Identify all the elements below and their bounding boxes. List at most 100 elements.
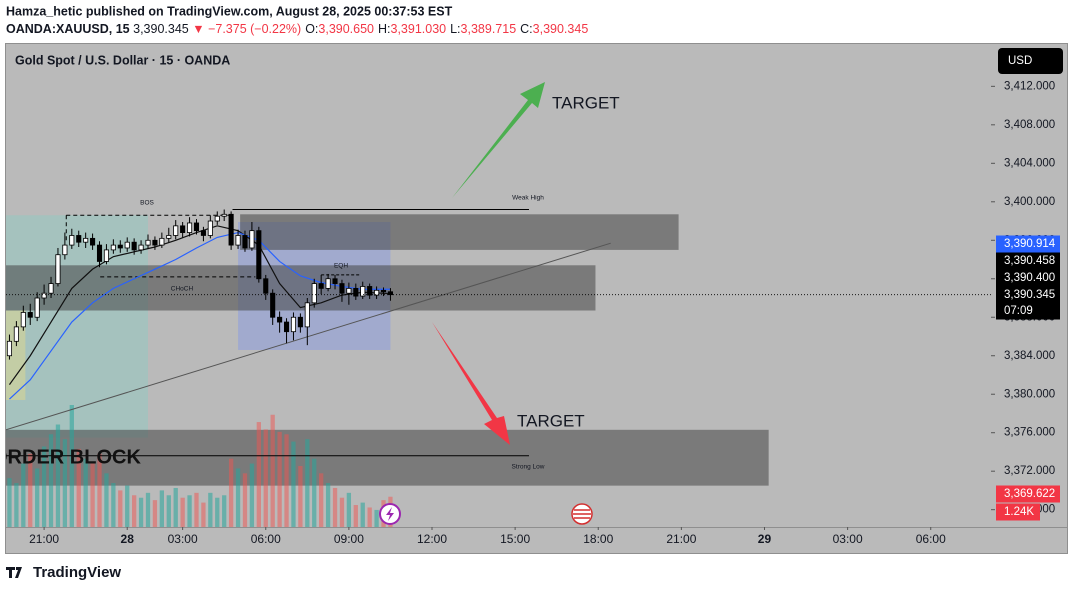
candle-body (159, 237, 165, 246)
candle-body (76, 235, 82, 243)
candle-body (283, 321, 290, 333)
volume-bar (125, 485, 130, 527)
candle-body (277, 316, 283, 323)
x-tick-label: 21:00 (29, 532, 59, 546)
change: ▼ −7.375 (−0.22%) (192, 22, 301, 36)
candle-body (110, 244, 116, 251)
candle-body (124, 241, 130, 249)
volume-bar (222, 495, 227, 527)
candle-body (304, 302, 310, 328)
x-tick-label: 18:00 (583, 532, 613, 546)
logo: TradingView (6, 564, 121, 581)
y-tick-label: 3,404.000 (1004, 157, 1055, 169)
zone (6, 265, 596, 311)
volume-bar (41, 446, 47, 527)
candle-body (187, 222, 193, 233)
x-tick-label: 15:00 (500, 532, 530, 546)
publisher: Hamza_hetic published on TradingView.com… (6, 4, 453, 18)
symbol-line: OANDA:XAUUSD, 15 3,390.345 ▼ −7.375 (−0.… (6, 22, 588, 36)
volume-bar (166, 495, 171, 527)
y-tick-label: 3,376.000 (1004, 427, 1055, 439)
volume-bar (7, 478, 12, 527)
candle-body (360, 286, 366, 297)
candle-body (346, 287, 352, 294)
volume-bar (215, 497, 220, 527)
ohlc-key: L: (450, 22, 460, 36)
zone (240, 214, 679, 250)
currency-button[interactable] (998, 48, 1063, 74)
candle-body (311, 283, 317, 304)
volume-bar (263, 429, 268, 527)
volume-bar (208, 492, 213, 527)
price-label-box (996, 269, 1060, 287)
candle-body (103, 249, 109, 262)
arrow-down (432, 322, 510, 445)
price-axis: 3,368.0003,372.0003,376.0003,380.0003,38… (29, 80, 1060, 546)
price-label-box (996, 235, 1060, 253)
volume-bar (138, 497, 144, 527)
x-tick-label: 28 (121, 532, 135, 546)
volume-bar (159, 490, 165, 527)
countdown-box (996, 302, 1060, 320)
candle-body (145, 239, 151, 246)
candle-body (263, 278, 269, 294)
x-tick-label: 21:00 (666, 532, 696, 546)
volume-label-box (996, 503, 1040, 521)
volume-bar (374, 509, 379, 527)
candle-body (48, 283, 54, 294)
x-tick-label: 06:00 (251, 532, 281, 546)
y-tick-label: 3,412.000 (1004, 80, 1055, 92)
volume-bar (180, 497, 185, 527)
candle-body (180, 225, 186, 233)
volume-bar (131, 495, 137, 527)
volume-bar (83, 458, 88, 527)
candle-body (339, 283, 345, 294)
ohlc-key: H: (378, 22, 391, 36)
volume-bar (332, 487, 338, 527)
volume-bar (90, 463, 95, 527)
flag-stripes (573, 509, 591, 519)
volume-bar (104, 473, 109, 527)
candle-body (214, 215, 220, 222)
logo-mark (6, 567, 22, 578)
candle-body (193, 222, 200, 232)
zone (6, 429, 769, 486)
volume-bar (312, 458, 317, 527)
y-tick-label: 3,372.000 (1004, 465, 1055, 477)
y-tick-label: 3,384.000 (1004, 350, 1055, 362)
y-tick-label: 3,408.000 (1004, 119, 1055, 131)
candle-body (6, 340, 13, 357)
candle-body (332, 278, 338, 284)
x-tick-label: 12:00 (417, 532, 447, 546)
candle-body (166, 235, 172, 239)
ohlc-value: 3,389.715 (461, 22, 517, 36)
volume-bar (76, 448, 81, 527)
candle-body (353, 287, 359, 297)
x-tick-label: 06:00 (916, 532, 946, 546)
price-label-box (996, 286, 1060, 304)
volume-bar (291, 441, 296, 527)
candle-body (55, 254, 61, 284)
price-label: 3,390.458 (1004, 255, 1055, 267)
volume-bar (270, 414, 275, 527)
candle-body (27, 312, 33, 318)
volume-bar (346, 492, 352, 527)
candle-body (318, 283, 324, 289)
volume-bar (152, 500, 158, 527)
candle-body (173, 225, 179, 236)
volume-bar (62, 439, 68, 527)
x-tick-label: 29 (758, 532, 772, 546)
volume-bar (35, 468, 40, 527)
price-label: 3,390.400 (1004, 272, 1055, 284)
candle-body (131, 241, 137, 251)
bos-label: BOS (140, 200, 154, 207)
volume-bar (298, 466, 303, 527)
x-tick-label: 09:00 (334, 532, 364, 546)
ohlc-value: 3,390.650 (318, 22, 374, 36)
candle-body (221, 213, 227, 217)
candle-body (367, 286, 373, 296)
countdown: 07:09 (1004, 305, 1033, 317)
brand: TradingView (33, 564, 121, 581)
price-label: 3,390.914 (1004, 238, 1056, 250)
candle-body (325, 278, 331, 289)
